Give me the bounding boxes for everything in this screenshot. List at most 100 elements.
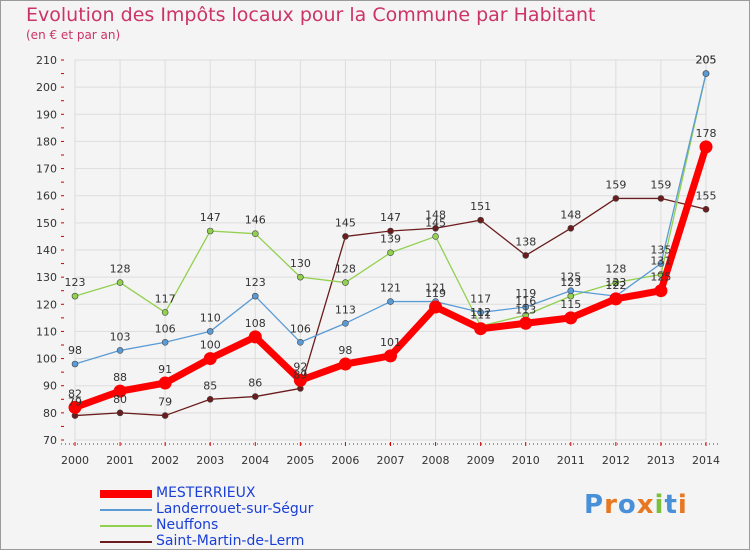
series-layer <box>68 70 713 419</box>
data-label: 98 <box>68 344 82 357</box>
data-label: 80 <box>113 393 127 406</box>
data-point <box>564 311 578 325</box>
legend-swatch <box>100 509 152 511</box>
data-point <box>477 216 484 224</box>
data-point <box>251 230 259 238</box>
data-point <box>432 224 439 232</box>
data-point <box>71 360 79 368</box>
data-point <box>158 376 172 390</box>
data-point <box>342 233 349 240</box>
data-label: 178 <box>696 127 717 140</box>
data-point <box>203 352 217 366</box>
data-point <box>384 349 397 363</box>
data-point <box>68 400 82 414</box>
legend-label: Saint-Martin-de-Lerm <box>156 533 305 549</box>
proxiti-logo: Proxiti <box>584 490 688 520</box>
data-point <box>338 357 352 371</box>
x-tick-label: 2001 <box>106 454 134 467</box>
data-point <box>387 227 394 235</box>
data-point <box>567 287 575 295</box>
x-tick-label: 2005 <box>286 454 314 467</box>
data-label: 115 <box>560 298 581 311</box>
data-label: 145 <box>335 216 356 229</box>
x-tick-label: 2014 <box>692 454 720 467</box>
data-label: 82 <box>68 387 82 400</box>
data-point <box>702 70 710 77</box>
data-label: 159 <box>650 178 671 191</box>
data-label: 101 <box>380 336 401 349</box>
data-label: 123 <box>65 276 86 289</box>
series-3 <box>71 70 710 330</box>
x-tick-label: 2004 <box>241 454 269 467</box>
data-point <box>609 292 623 306</box>
data-label: 148 <box>560 208 581 221</box>
data-label: 112 <box>470 306 491 319</box>
logo-text: Proxiti <box>584 490 688 520</box>
data-label: 123 <box>245 276 266 289</box>
data-point <box>477 309 484 316</box>
legend-label: Neuffons <box>156 517 219 533</box>
data-label: 146 <box>245 214 266 227</box>
x-tick-label: 2003 <box>196 454 224 467</box>
data-point <box>297 338 304 346</box>
data-label: 98 <box>338 344 352 357</box>
data-label: 130 <box>290 257 311 270</box>
data-label: 89 <box>293 368 307 381</box>
chart-subtitle: (en € et par an) <box>26 28 121 42</box>
data-label: 138 <box>515 235 536 248</box>
data-point <box>429 300 443 314</box>
data-label: 117 <box>155 292 176 305</box>
data-point <box>206 227 214 235</box>
data-label: 145 <box>425 216 446 229</box>
x-tick-label: 2012 <box>602 454 630 467</box>
y-tick-label: 170 <box>36 163 57 176</box>
data-point <box>293 373 307 387</box>
data-label: 91 <box>158 363 172 376</box>
data-point <box>657 260 665 267</box>
x-tick-label: 2007 <box>377 454 405 467</box>
data-point <box>522 303 530 311</box>
series-4 <box>71 195 710 419</box>
data-label: 123 <box>560 276 581 289</box>
y-tick-label: 180 <box>36 135 57 148</box>
data-label: 85 <box>203 379 217 392</box>
x-tick-label: 2002 <box>151 454 179 467</box>
x-tick-label: 2010 <box>512 454 540 467</box>
y-tick-label: 80 <box>43 407 57 420</box>
data-point <box>161 412 169 419</box>
data-label: 123 <box>605 276 626 289</box>
data-point <box>342 279 349 286</box>
data-label: 131 <box>650 254 671 267</box>
data-point <box>702 205 710 213</box>
y-tick-label: 70 <box>43 434 57 447</box>
data-label: 113 <box>335 303 356 316</box>
axes: 7080901001101201301401501601701801902002… <box>36 54 720 467</box>
data-point <box>387 249 394 257</box>
data-label: 121 <box>425 282 446 295</box>
data-point <box>161 338 169 346</box>
data-label: 205 <box>696 54 717 67</box>
data-label: 113 <box>515 303 536 316</box>
data-label: 128 <box>605 263 626 276</box>
data-label: 135 <box>650 244 671 257</box>
data-point <box>699 140 713 154</box>
data-point <box>71 292 79 300</box>
data-point <box>522 252 530 259</box>
data-point <box>251 292 259 300</box>
data-label: 128 <box>335 263 356 276</box>
y-tick-label: 190 <box>36 108 57 121</box>
data-point <box>113 384 127 398</box>
legend-swatch <box>100 541 152 543</box>
data-label: 119 <box>425 287 446 300</box>
data-point <box>657 195 665 202</box>
data-label: 79 <box>158 396 172 409</box>
data-point <box>387 298 394 305</box>
data-point <box>567 224 575 232</box>
y-tick-label: 160 <box>36 190 57 203</box>
data-label: 139 <box>380 233 401 246</box>
y-tick-label: 90 <box>43 380 57 393</box>
data-label: 147 <box>380 211 401 224</box>
data-label: 121 <box>380 282 401 295</box>
data-label: 103 <box>110 330 131 343</box>
